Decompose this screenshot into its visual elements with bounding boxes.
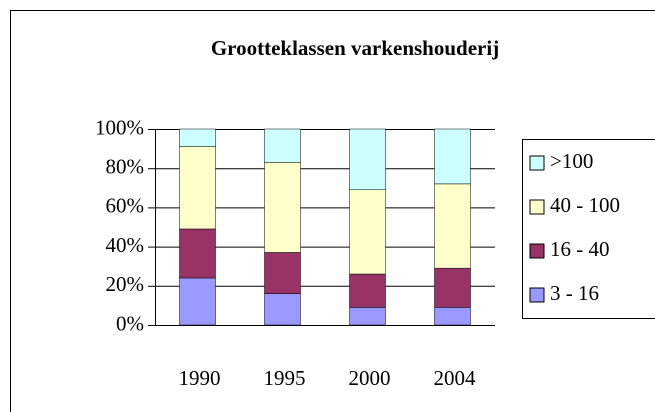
legend-box — [522, 139, 655, 319]
bar-segment — [179, 228, 216, 279]
y-tick-label: 100% — [95, 115, 144, 139]
legend-swatch — [529, 155, 545, 171]
y-tick-label: 20% — [106, 272, 145, 296]
bar-segment — [434, 183, 471, 269]
x-tick-label: 2000 — [349, 366, 391, 390]
legend-swatch — [529, 199, 545, 215]
bar-segment — [264, 128, 301, 163]
legend-label: 3 - 16 — [550, 281, 599, 305]
bar-segment — [434, 267, 471, 308]
bar-segment — [349, 128, 386, 191]
chart-title: Grootteklassen varkenshouderij — [211, 36, 499, 60]
legend-label: 16 - 40 — [550, 237, 610, 261]
bar-segment — [264, 252, 301, 294]
legend-swatch — [529, 287, 545, 303]
y-tick-label: 40% — [106, 233, 145, 257]
y-tick-label: 80% — [106, 155, 145, 179]
bar-segment — [179, 146, 216, 230]
legend-label: 40 - 100 — [550, 193, 620, 217]
bar-segment — [434, 128, 471, 185]
x-tick-label: 1990 — [179, 366, 221, 390]
bar-segment — [264, 293, 301, 326]
x-tick-label: 2004 — [434, 366, 477, 390]
bar-segment — [434, 307, 471, 326]
bar-segment — [349, 307, 386, 326]
bar-segment — [179, 277, 216, 326]
legend-label: >100 — [550, 149, 593, 173]
legend-swatch — [529, 243, 545, 259]
y-tick-label: 0% — [116, 311, 144, 335]
y-tick-label: 60% — [106, 194, 145, 218]
bar-segment — [349, 189, 386, 275]
bar-segment — [179, 128, 216, 147]
bar-segment — [349, 273, 386, 308]
bar-segment — [264, 162, 301, 253]
x-tick-label: 1995 — [264, 366, 306, 390]
